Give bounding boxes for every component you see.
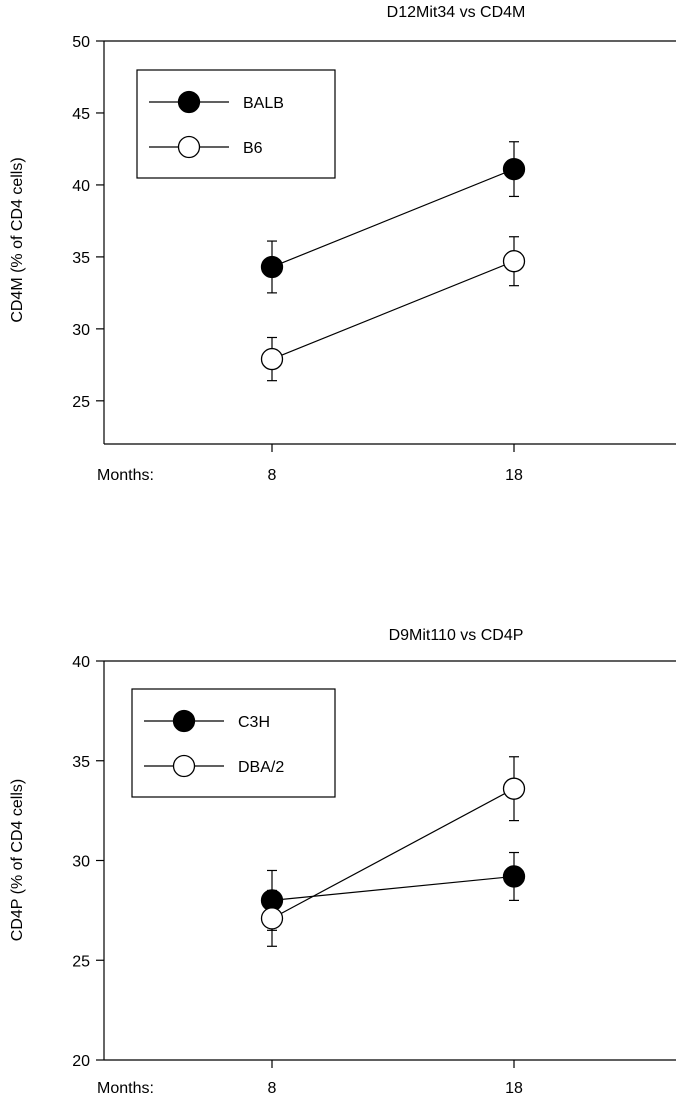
x-axis-prefix-label: Months: <box>97 1080 154 1097</box>
y-tick-label: 25 <box>72 394 90 411</box>
legend-box <box>131 688 336 798</box>
chart-panel-top: D12Mit34 vs CD4M 25 30 35 40 45 50 8 18 Months: CD… <box>9 4 676 484</box>
legend-label: C3H <box>238 714 270 731</box>
legend-label: DBA/2 <box>238 759 284 776</box>
data-point <box>502 777 526 800</box>
legend-box <box>136 69 336 179</box>
data-point <box>502 157 526 181</box>
series-open <box>260 236 526 382</box>
data-point <box>260 255 284 279</box>
series-line <box>271 168 515 268</box>
series-line <box>271 875 515 901</box>
y-axis-label: CD4M (% of CD4 cells) <box>9 157 26 322</box>
y-tick-label: 35 <box>72 754 90 771</box>
data-point <box>502 865 526 888</box>
legend-marker <box>177 135 201 159</box>
x-tick-label: 18 <box>505 467 523 484</box>
y-tick-label: 30 <box>72 322 90 339</box>
chart-title: D9Mit110 vs CD4P <box>389 627 524 644</box>
y-tick-label: 40 <box>72 654 90 671</box>
series-filled <box>260 851 526 931</box>
x-tick-label: 18 <box>505 1080 523 1097</box>
legend-marker <box>172 754 196 778</box>
data-point <box>260 347 284 371</box>
chart-panel-bottom: D9Mit110 vs CD4P 20 25 30 35 40 8 18 Months: CD4P… <box>9 627 676 1097</box>
y-tick-label: 25 <box>72 953 90 970</box>
series-filled <box>260 141 526 294</box>
series-line <box>271 260 515 360</box>
legend-label: B6 <box>243 140 263 157</box>
chart-title: D12Mit34 vs CD4M <box>387 4 526 21</box>
legend: BALB B6 <box>136 69 336 179</box>
y-tick-label: 20 <box>72 1053 90 1070</box>
x-axis-prefix-label: Months: <box>97 467 154 484</box>
series-line <box>271 788 515 919</box>
x-tick-label: 8 <box>268 1080 277 1097</box>
y-tick-label: 45 <box>72 106 90 123</box>
x-tick-label: 8 <box>268 467 277 484</box>
y-axis-label: CD4P (% of CD4 cells) <box>9 779 26 941</box>
series-open <box>260 756 526 947</box>
y-tick-label: 40 <box>72 178 90 195</box>
y-tick-label: 50 <box>72 34 90 51</box>
y-tick-label: 30 <box>72 854 90 871</box>
data-point <box>502 250 526 273</box>
y-tick-label: 35 <box>72 250 90 267</box>
legend-marker <box>172 709 196 733</box>
legend: C3H DBA/2 <box>131 688 336 798</box>
legend-label: BALB <box>243 95 284 112</box>
legend-marker <box>177 90 201 114</box>
data-point <box>260 907 284 930</box>
